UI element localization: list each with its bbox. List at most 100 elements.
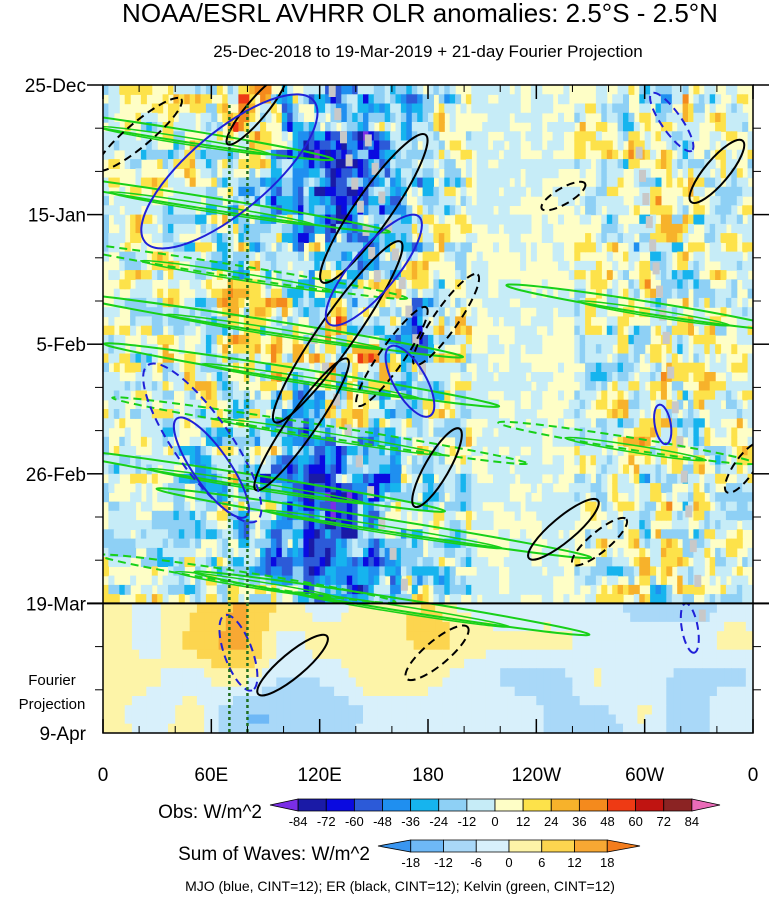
obs-cell bbox=[265, 307, 272, 318]
obs-cell bbox=[633, 168, 640, 179]
obs-cell bbox=[693, 279, 700, 290]
obs-cell bbox=[455, 436, 462, 447]
obs-cell bbox=[579, 473, 586, 484]
obs-cell bbox=[130, 140, 137, 151]
obs-cell bbox=[222, 344, 229, 355]
obs-cell bbox=[671, 325, 678, 336]
obs-cell bbox=[568, 492, 575, 503]
obs-cell bbox=[108, 399, 115, 410]
obs-cell bbox=[503, 288, 510, 299]
obs-cell bbox=[352, 316, 359, 327]
obs-cell bbox=[151, 473, 158, 484]
obs-cell bbox=[233, 455, 239, 466]
obs-cell bbox=[617, 381, 624, 392]
obs-cell bbox=[417, 307, 424, 318]
obs-cell bbox=[650, 464, 657, 475]
obs-cell bbox=[606, 455, 613, 466]
obs-cell bbox=[249, 483, 256, 493]
obs-cell bbox=[189, 251, 196, 262]
obs-cell bbox=[276, 436, 283, 447]
obs-cell bbox=[628, 112, 635, 123]
obs-cell bbox=[379, 307, 386, 318]
obs-cell bbox=[173, 140, 180, 151]
obs-cell bbox=[200, 288, 207, 299]
obs-cell bbox=[384, 177, 391, 188]
obs-cell bbox=[411, 159, 418, 169]
obs-cell bbox=[660, 538, 667, 549]
obs-cell bbox=[189, 353, 196, 364]
obs-cell bbox=[395, 538, 402, 549]
obs-cell bbox=[390, 399, 397, 410]
obs-cell bbox=[644, 529, 651, 540]
obs-cell bbox=[731, 205, 738, 216]
obs-cell bbox=[379, 279, 386, 290]
obs-cell bbox=[558, 122, 564, 132]
obs-cell bbox=[368, 362, 375, 373]
obs-cell bbox=[422, 566, 429, 577]
obs-cell bbox=[623, 557, 629, 567]
obs-cell bbox=[541, 520, 548, 530]
obs-cell bbox=[487, 344, 494, 355]
obs-cell bbox=[698, 260, 705, 271]
obs-cell bbox=[227, 177, 234, 188]
obs-cell bbox=[677, 159, 684, 169]
obs-cell bbox=[406, 316, 413, 327]
obs-cell bbox=[530, 464, 537, 475]
obs-cell bbox=[390, 177, 397, 188]
obs-cell bbox=[395, 112, 402, 123]
obs-cell bbox=[281, 288, 288, 299]
obs-cell bbox=[736, 325, 743, 336]
obs-cell bbox=[168, 159, 174, 169]
obs-cell bbox=[162, 575, 169, 586]
obs-cell bbox=[428, 112, 434, 123]
obs-cell bbox=[189, 362, 196, 373]
obs-cell bbox=[633, 288, 640, 299]
obs-cell bbox=[270, 538, 277, 549]
obs-cell bbox=[346, 547, 353, 558]
obs-cell bbox=[233, 307, 239, 318]
obs-cell bbox=[260, 205, 267, 216]
obs-cell bbox=[552, 557, 559, 567]
obs-cell bbox=[644, 325, 651, 336]
obs-cell bbox=[157, 409, 164, 419]
obs-cell bbox=[119, 353, 126, 364]
obs-cell bbox=[444, 566, 451, 577]
obs-cell bbox=[379, 557, 386, 567]
obs-cell bbox=[195, 149, 202, 160]
obs-cell bbox=[731, 223, 738, 234]
obs-cell bbox=[742, 205, 749, 216]
obs-cell bbox=[357, 473, 364, 484]
obs-cell bbox=[449, 334, 456, 345]
obs-cell bbox=[693, 501, 700, 512]
obs-cell bbox=[417, 575, 424, 586]
obs-cell bbox=[471, 316, 478, 327]
obs-cell bbox=[612, 510, 619, 521]
obs-cell bbox=[628, 334, 635, 345]
obs-cell bbox=[222, 112, 229, 123]
obs-cell bbox=[655, 409, 662, 419]
obs-cell bbox=[411, 297, 418, 308]
obs-cell bbox=[671, 510, 678, 521]
obs-cell bbox=[265, 297, 272, 308]
obs-cell bbox=[352, 538, 359, 549]
obs-cell bbox=[103, 436, 109, 447]
obs-cell bbox=[346, 131, 353, 142]
obs-cell bbox=[233, 464, 239, 475]
obs-cell bbox=[688, 316, 694, 327]
obs-cell bbox=[498, 196, 505, 206]
obs-cell bbox=[574, 159, 581, 169]
obs-cell bbox=[406, 159, 413, 169]
obs-cell bbox=[428, 436, 434, 447]
obs-cell bbox=[276, 566, 283, 577]
obs-cell bbox=[287, 501, 294, 512]
obs-cell bbox=[623, 94, 629, 105]
obs-cell bbox=[514, 353, 521, 364]
obs-cell bbox=[530, 372, 537, 382]
obs-cell bbox=[709, 325, 716, 336]
obs-cell bbox=[162, 233, 169, 243]
obs-cell bbox=[357, 288, 364, 299]
obs-cell bbox=[130, 381, 137, 392]
obs-cell bbox=[363, 85, 369, 95]
obs-cell bbox=[503, 307, 510, 318]
obs-cell bbox=[276, 492, 283, 503]
